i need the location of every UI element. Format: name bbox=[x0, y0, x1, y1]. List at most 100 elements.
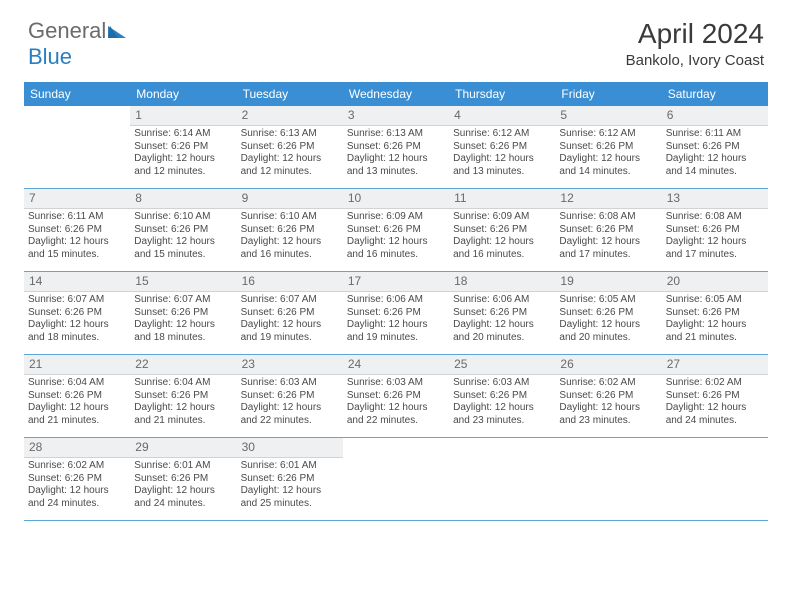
daylight-text: Daylight: 12 hours and 18 minutes. bbox=[28, 319, 126, 344]
sunset-text: Sunset: 6:26 PM bbox=[134, 307, 232, 320]
sunset-text: Sunset: 6:26 PM bbox=[134, 390, 232, 403]
sunrise-text: Sunrise: 6:02 AM bbox=[559, 377, 657, 390]
sunset-text: Sunset: 6:26 PM bbox=[453, 307, 551, 320]
week-row: 7Sunrise: 6:11 AMSunset: 6:26 PMDaylight… bbox=[24, 189, 768, 272]
sunrise-text: Sunrise: 6:12 AM bbox=[453, 128, 551, 141]
day-number: 1 bbox=[130, 106, 236, 126]
daylight-text: Daylight: 12 hours and 19 minutes. bbox=[347, 319, 445, 344]
sunset-text: Sunset: 6:26 PM bbox=[28, 307, 126, 320]
brand-part2: Blue bbox=[28, 44, 72, 69]
daylight-text: Daylight: 12 hours and 19 minutes. bbox=[241, 319, 339, 344]
day-cell: 20Sunrise: 6:05 AMSunset: 6:26 PMDayligh… bbox=[662, 272, 768, 354]
daylight-text: Daylight: 12 hours and 17 minutes. bbox=[559, 236, 657, 261]
day-number: 24 bbox=[343, 355, 449, 375]
daylight-text: Daylight: 12 hours and 16 minutes. bbox=[241, 236, 339, 261]
sunset-text: Sunset: 6:26 PM bbox=[666, 390, 764, 403]
day-cell: 19Sunrise: 6:05 AMSunset: 6:26 PMDayligh… bbox=[555, 272, 661, 354]
sunset-text: Sunset: 6:26 PM bbox=[559, 141, 657, 154]
sunset-text: Sunset: 6:26 PM bbox=[347, 224, 445, 237]
sunset-text: Sunset: 6:26 PM bbox=[453, 224, 551, 237]
dayname-thu: Thursday bbox=[449, 82, 555, 106]
sunrise-text: Sunrise: 6:11 AM bbox=[28, 211, 126, 224]
sunset-text: Sunset: 6:26 PM bbox=[134, 224, 232, 237]
sunrise-text: Sunrise: 6:08 AM bbox=[666, 211, 764, 224]
sunrise-text: Sunrise: 6:09 AM bbox=[453, 211, 551, 224]
day-cell bbox=[24, 106, 130, 188]
day-number bbox=[662, 438, 768, 457]
sunrise-text: Sunrise: 6:06 AM bbox=[453, 294, 551, 307]
sunset-text: Sunset: 6:26 PM bbox=[666, 141, 764, 154]
daylight-text: Daylight: 12 hours and 21 minutes. bbox=[134, 402, 232, 427]
daylight-text: Daylight: 12 hours and 13 minutes. bbox=[453, 153, 551, 178]
day-number: 4 bbox=[449, 106, 555, 126]
daylight-text: Daylight: 12 hours and 15 minutes. bbox=[134, 236, 232, 261]
day-cell bbox=[662, 438, 768, 520]
day-number: 26 bbox=[555, 355, 661, 375]
day-number bbox=[555, 438, 661, 457]
sunset-text: Sunset: 6:26 PM bbox=[28, 224, 126, 237]
sunset-text: Sunset: 6:26 PM bbox=[241, 390, 339, 403]
day-cell: 14 Sunrise: 6:07 AMSunset: 6:26 PMDayligh… bbox=[24, 272, 130, 354]
day-number: 14 bbox=[24, 272, 130, 292]
day-cell: 4Sunrise: 6:12 AMSunset: 6:26 PMDaylight… bbox=[449, 106, 555, 188]
day-cell: 24Sunrise: 6:03 AMSunset: 6:26 PMDayligh… bbox=[343, 355, 449, 437]
week-row: 1Sunrise: 6:14 AMSunset: 6:26 PMDaylight… bbox=[24, 106, 768, 189]
day-cell: 7Sunrise: 6:11 AMSunset: 6:26 PMDaylight… bbox=[24, 189, 130, 271]
sunrise-text: Sunrise: 6:01 AM bbox=[134, 460, 232, 473]
day-number: 30 bbox=[237, 438, 343, 458]
day-cell: 26Sunrise: 6:02 AMSunset: 6:26 PMDayligh… bbox=[555, 355, 661, 437]
daylight-text: Daylight: 12 hours and 12 minutes. bbox=[241, 153, 339, 178]
sunrise-text: Sunrise: 6:01 AM bbox=[241, 460, 339, 473]
daylight-text: Daylight: 12 hours and 22 minutes. bbox=[347, 402, 445, 427]
day-number: 15 bbox=[130, 272, 236, 292]
day-number: 10 bbox=[343, 189, 449, 209]
day-number: 22 bbox=[130, 355, 236, 375]
day-cell: 13Sunrise: 6:08 AMSunset: 6:26 PMDayligh… bbox=[662, 189, 768, 271]
month-year: April 2024 bbox=[626, 18, 764, 50]
day-cell: 3Sunrise: 6:13 AMSunset: 6:26 PMDaylight… bbox=[343, 106, 449, 188]
sunrise-text: Sunrise: 6:02 AM bbox=[28, 460, 126, 473]
sunrise-text: Sunrise: 6:10 AM bbox=[134, 211, 232, 224]
day-number bbox=[343, 438, 449, 457]
sunset-text: Sunset: 6:26 PM bbox=[134, 473, 232, 486]
weeks-container: 1Sunrise: 6:14 AMSunset: 6:26 PMDaylight… bbox=[24, 106, 768, 521]
day-number: 12 bbox=[555, 189, 661, 209]
sunrise-text: Sunrise: 6:09 AM bbox=[347, 211, 445, 224]
day-number: 7 bbox=[24, 189, 130, 209]
sunrise-text: Sunrise: 6:08 AM bbox=[559, 211, 657, 224]
day-cell: 28Sunrise: 6:02 AMSunset: 6:26 PMDayligh… bbox=[24, 438, 130, 520]
sunrise-text: Sunrise: 6:02 AM bbox=[666, 377, 764, 390]
day-number: 19 bbox=[555, 272, 661, 292]
sunrise-text: Sunrise: 6:10 AM bbox=[241, 211, 339, 224]
day-cell: 2Sunrise: 6:13 AMSunset: 6:26 PMDaylight… bbox=[237, 106, 343, 188]
sunset-text: Sunset: 6:26 PM bbox=[28, 390, 126, 403]
daylight-text: Daylight: 12 hours and 20 minutes. bbox=[559, 319, 657, 344]
daylight-text: Daylight: 12 hours and 16 minutes. bbox=[347, 236, 445, 261]
sunrise-text: Sunrise: 6:06 AM bbox=[347, 294, 445, 307]
logo: GeneralBlue bbox=[28, 18, 126, 70]
sunrise-text: Sunrise: 6:04 AM bbox=[28, 377, 126, 390]
logo-triangle-icon bbox=[108, 18, 126, 44]
sunset-text: Sunset: 6:26 PM bbox=[241, 141, 339, 154]
brand-part1: General bbox=[28, 18, 106, 43]
daylight-text: Daylight: 12 hours and 23 minutes. bbox=[453, 402, 551, 427]
sunset-text: Sunset: 6:26 PM bbox=[453, 390, 551, 403]
sunset-text: Sunset: 6:26 PM bbox=[666, 224, 764, 237]
daylight-text: Daylight: 12 hours and 24 minutes. bbox=[666, 402, 764, 427]
sunset-text: Sunset: 6:26 PM bbox=[241, 224, 339, 237]
day-header-row: Sunday Monday Tuesday Wednesday Thursday… bbox=[24, 82, 768, 106]
daylight-text: Daylight: 12 hours and 21 minutes. bbox=[666, 319, 764, 344]
day-number: 9 bbox=[237, 189, 343, 209]
sunset-text: Sunset: 6:26 PM bbox=[347, 141, 445, 154]
daylight-text: Daylight: 12 hours and 12 minutes. bbox=[134, 153, 232, 178]
day-cell: 15Sunrise: 6:07 AMSunset: 6:26 PMDayligh… bbox=[130, 272, 236, 354]
day-cell: 30Sunrise: 6:01 AMSunset: 6:26 PMDayligh… bbox=[237, 438, 343, 520]
daylight-text: Daylight: 12 hours and 17 minutes. bbox=[666, 236, 764, 261]
daylight-text: Daylight: 12 hours and 16 minutes. bbox=[453, 236, 551, 261]
daylight-text: Daylight: 12 hours and 23 minutes. bbox=[559, 402, 657, 427]
day-number: 8 bbox=[130, 189, 236, 209]
day-cell: 25Sunrise: 6:03 AMSunset: 6:26 PMDayligh… bbox=[449, 355, 555, 437]
sunrise-text: Sunrise: 6:07 AM bbox=[241, 294, 339, 307]
sunrise-text: Sunrise: 6:07 AM bbox=[28, 294, 126, 307]
day-number: 3 bbox=[343, 106, 449, 126]
